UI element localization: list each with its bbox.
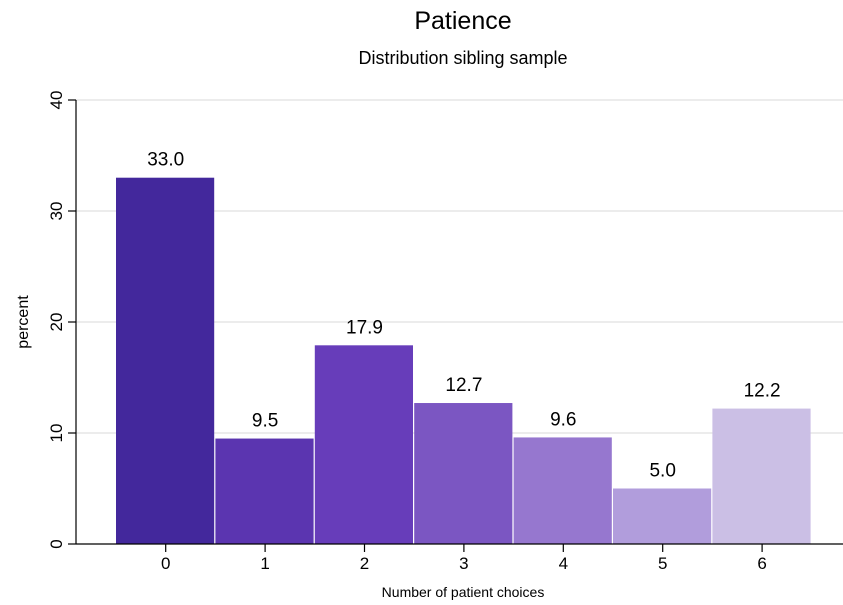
- bar-1: [215, 438, 314, 544]
- bar-5: [613, 488, 712, 544]
- bar-2: [314, 345, 413, 544]
- bar-0: [116, 177, 215, 544]
- x-tick-label: 0: [161, 554, 170, 573]
- data-label: 9.5: [252, 411, 278, 432]
- x-tick-label: 6: [757, 554, 766, 573]
- y-tick-label: 30: [47, 202, 66, 221]
- x-tick-label: 5: [658, 554, 667, 573]
- data-label: 17.9: [346, 317, 383, 338]
- bar-3: [414, 403, 513, 544]
- x-tick-label: 4: [559, 554, 568, 573]
- x-tick-label: 1: [260, 554, 269, 573]
- data-label: 5.0: [649, 461, 675, 482]
- chart-subtitle: Distribution sibling sample: [358, 48, 567, 68]
- data-label: 12.7: [445, 375, 482, 396]
- bars: [116, 177, 811, 544]
- x-tick-label: 2: [360, 554, 369, 573]
- y-tick-label: 40: [47, 91, 66, 110]
- ticks: 0 10 20 30 40 0 1 2 3 4 5 6: [47, 91, 767, 573]
- bar-6: [712, 408, 811, 544]
- y-tick-label: 0: [47, 539, 66, 548]
- y-axis-label: percent: [15, 295, 32, 349]
- data-labels: 33.0 9.5 17.9 12.7 9.6 5.0 12.2: [147, 150, 780, 482]
- chart-title: Patience: [414, 7, 511, 35]
- x-axis-label: Number of patient choices: [382, 584, 545, 600]
- data-label: 9.6: [550, 409, 576, 430]
- bar-4: [513, 437, 612, 544]
- data-label: 33.0: [147, 150, 184, 171]
- y-tick-label: 20: [47, 313, 66, 332]
- y-tick-label: 10: [47, 424, 66, 443]
- x-tick-label: 3: [459, 554, 468, 573]
- data-label: 12.2: [744, 381, 781, 402]
